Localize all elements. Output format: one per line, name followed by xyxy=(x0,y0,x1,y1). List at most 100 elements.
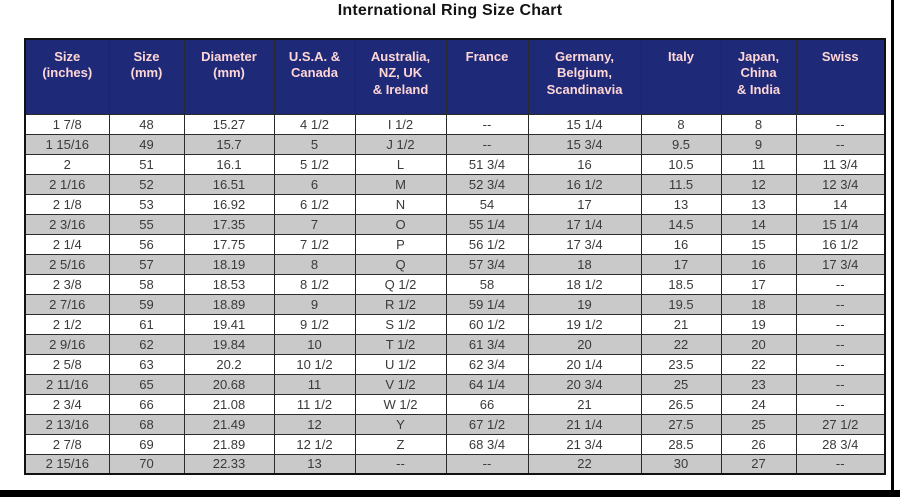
table-cell: 18.19 xyxy=(183,253,275,275)
table-cell: 63 xyxy=(108,353,185,375)
table-cell: 70 xyxy=(108,453,185,475)
table-cell: 18 xyxy=(720,293,797,315)
table-cell: 12 1/2 xyxy=(273,433,356,455)
table-cell: 21 1/4 xyxy=(527,413,642,435)
table-cell: L xyxy=(354,153,447,175)
table-cell: -- xyxy=(795,453,886,475)
table-cell: 22.33 xyxy=(183,453,275,475)
table-cell: 10 1/2 xyxy=(273,353,356,375)
table-cell: -- xyxy=(795,293,886,315)
table-cell: 13 xyxy=(720,193,797,215)
table-cell: 59 xyxy=(108,293,185,315)
table-cell: 62 3/4 xyxy=(445,353,529,375)
table-cell: 54 xyxy=(445,193,529,215)
table-cell: 14.5 xyxy=(640,213,722,235)
table-cell: 20 1/4 xyxy=(527,353,642,375)
table-cell: 2 7/16 xyxy=(24,293,110,315)
table-cell: -- xyxy=(445,453,529,475)
table-cell: 61 3/4 xyxy=(445,333,529,355)
table-cell: 57 3/4 xyxy=(445,253,529,275)
table-row: 2 7/8 69 21.89 12 1/2 Z 68 3/4 21 3/4 28.5 26 28 … xyxy=(24,433,886,455)
table-cell: 22 xyxy=(720,353,797,375)
table-cell: -- xyxy=(795,373,886,395)
table-row: 2 5/8 63 20.2 10 1/2 U 1/2 62 3/4 20 1/4 23.5 22… xyxy=(24,353,886,375)
table-cell: O xyxy=(354,213,447,235)
table-cell: 15 3/4 xyxy=(527,133,642,155)
table-row: 2 15/16 70 22.33 13 -- -- 22 30 27 -- xyxy=(24,453,886,475)
table-cell: 53 xyxy=(108,193,185,215)
table-cell: 27 xyxy=(720,453,797,475)
table-cell: 27 1/2 xyxy=(795,413,886,435)
table-row: 2 5/16 57 18.19 8 Q 57 3/4 18 17 16 17 3/4 xyxy=(24,253,886,275)
table-cell: 19 xyxy=(527,293,642,315)
table-cell: J 1/2 xyxy=(354,133,447,155)
column-header-7: Italy xyxy=(640,38,722,115)
table-cell: Q 1/2 xyxy=(354,273,447,295)
table-cell: 5 xyxy=(273,133,356,155)
table-cell: 19 xyxy=(720,313,797,335)
table-cell: 14 xyxy=(720,213,797,235)
table-cell: 17 xyxy=(720,273,797,295)
table-cell: -- xyxy=(795,333,886,355)
table-cell: I 1/2 xyxy=(354,113,447,135)
table-cell: 2 3/8 xyxy=(24,273,110,295)
table-cell: 16 xyxy=(720,253,797,275)
table-cell: 15 1/4 xyxy=(527,113,642,135)
table-cell: 60 1/2 xyxy=(445,313,529,335)
table-cell: 22 xyxy=(640,333,722,355)
column-header-4: Australia, NZ, UK & Ireland xyxy=(354,38,447,115)
table-cell: 4 1/2 xyxy=(273,113,356,135)
table-cell: 2 1/4 xyxy=(24,233,110,255)
table-cell: 19 1/2 xyxy=(527,313,642,335)
table-cell: 62 xyxy=(108,333,185,355)
table-cell: S 1/2 xyxy=(354,313,447,335)
table-cell: Q xyxy=(354,253,447,275)
table-body: 1 7/8 48 15.27 4 1/2 I 1/2 -- 15 1/4 8 8 -- 1 15/1… xyxy=(24,113,886,475)
table-cell: 17 xyxy=(640,253,722,275)
table-cell: T 1/2 xyxy=(354,333,447,355)
table-cell: 14 xyxy=(795,193,886,215)
table-cell: 16 xyxy=(527,153,642,175)
table-cell: 27.5 xyxy=(640,413,722,435)
table-cell: 16.1 xyxy=(183,153,275,175)
table-cell: U 1/2 xyxy=(354,353,447,375)
table-cell: 18 1/2 xyxy=(527,273,642,295)
table-cell: 2 11/16 xyxy=(24,373,110,395)
table-cell: 21.08 xyxy=(183,393,275,415)
table-cell: 21 xyxy=(527,393,642,415)
table-cell: 20 xyxy=(720,333,797,355)
table-cell: W 1/2 xyxy=(354,393,447,415)
table-cell: 67 1/2 xyxy=(445,413,529,435)
column-header-0: Size (inches) xyxy=(24,38,110,115)
table-header: Size (inches) Size (mm) Diameter (mm) U.S.A… xyxy=(24,38,886,115)
table-cell: 15.7 xyxy=(183,133,275,155)
table-cell: 68 3/4 xyxy=(445,433,529,455)
table-cell: 64 1/4 xyxy=(445,373,529,395)
table-cell: 22 xyxy=(527,453,642,475)
table-row: 2 1/16 52 16.51 6 M 52 3/4 16 1/2 11.5 12 12 3/4 xyxy=(24,173,886,195)
table-cell: 8 1/2 xyxy=(273,273,356,295)
table-cell: -- xyxy=(354,453,447,475)
frame-bottom-bar xyxy=(0,490,900,497)
table-cell: -- xyxy=(795,393,886,415)
table-cell: 2 1/2 xyxy=(24,313,110,335)
table-cell: -- xyxy=(445,133,529,155)
header-row: Size (inches) Size (mm) Diameter (mm) U.S.A… xyxy=(24,38,886,115)
table-cell: 24 xyxy=(720,393,797,415)
table-cell: 17 xyxy=(527,193,642,215)
table-cell: M xyxy=(354,173,447,195)
table-cell: -- xyxy=(795,313,886,335)
table-row: 2 3/16 55 17.35 7 O 55 1/4 17 1/4 14.5 14 15 1/4 xyxy=(24,213,886,235)
ring-size-table: Size (inches) Size (mm) Diameter (mm) U.S.A… xyxy=(24,38,886,475)
column-header-9: Swiss xyxy=(795,38,886,115)
column-header-3: U.S.A. & Canada xyxy=(273,38,356,115)
table-cell: 12 xyxy=(273,413,356,435)
table-cell: 16 1/2 xyxy=(527,173,642,195)
table-cell: 9 1/2 xyxy=(273,313,356,335)
table-cell: 16 xyxy=(640,233,722,255)
table-cell: 15 xyxy=(720,233,797,255)
table-cell: 23 xyxy=(720,373,797,395)
table-cell: V 1/2 xyxy=(354,373,447,395)
table-cell: 11.5 xyxy=(640,173,722,195)
table-cell: 16.92 xyxy=(183,193,275,215)
